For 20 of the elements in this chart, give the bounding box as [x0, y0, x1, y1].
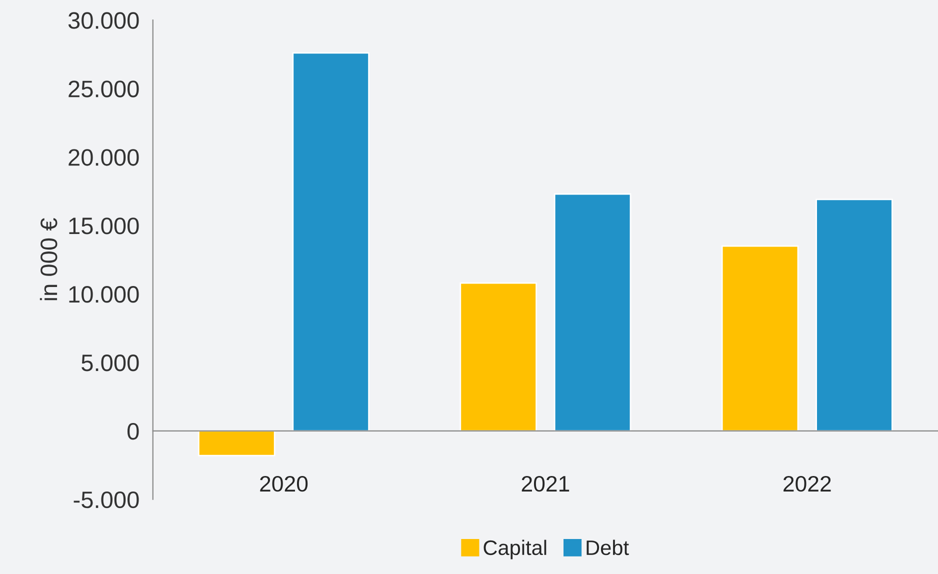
y-tick-label: -5.000 — [74, 491, 139, 508]
x-tick-label: 2021 — [522, 476, 570, 492]
y-tick-label: 15.000 — [69, 218, 139, 234]
bar — [554, 193, 632, 432]
bar — [292, 52, 370, 432]
bar — [816, 198, 893, 432]
y-tick-label: 25.000 — [68, 80, 139, 98]
bar — [460, 282, 537, 432]
y-tick-label: 20.000 — [68, 149, 139, 166]
x-tick-label: 2020 — [260, 476, 308, 492]
y-tick-label: 5.000 — [82, 354, 139, 372]
y-tick-label: 0 — [127, 422, 139, 440]
bar — [198, 430, 276, 456]
bar — [721, 245, 799, 432]
y-tick-label: 10.000 — [69, 286, 139, 303]
x-tick-label: 2022 — [784, 476, 831, 492]
y-axis-title: in 000 € — [40, 218, 58, 300]
y-tick-label: 30.000 — [68, 12, 139, 29]
legend-label: Debt — [586, 540, 629, 556]
legend-label: Capital — [484, 540, 546, 560]
